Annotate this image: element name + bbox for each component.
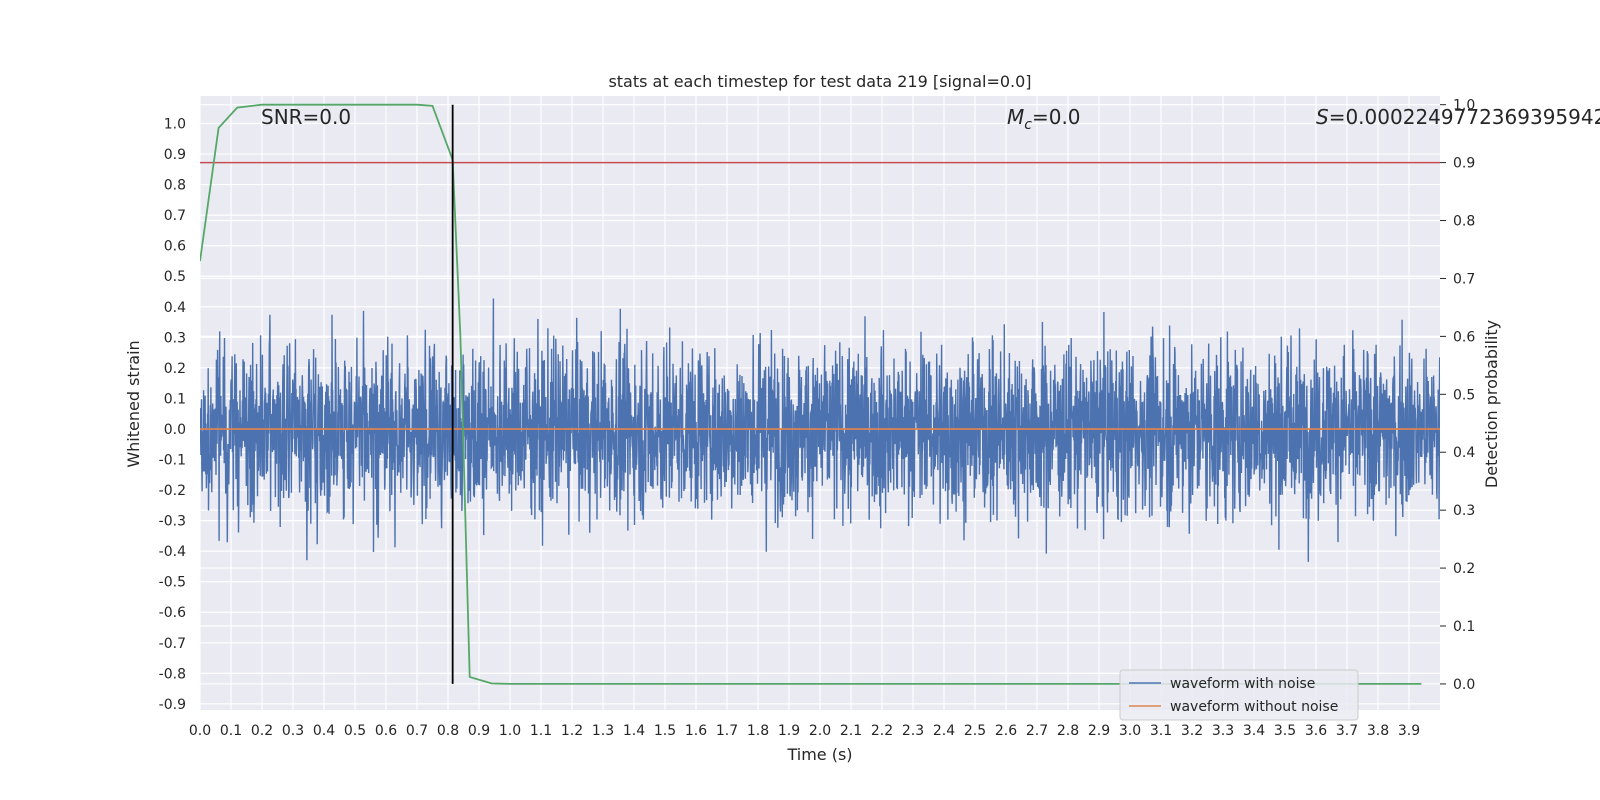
ticks: 0.0 0.1 0.2 0.3 0.4 0.5 0.6 0.7 0.8 0.9 1.0 1.1 1.2 1… xyxy=(159,98,1476,739)
y-tick-label: -0.6 xyxy=(159,605,186,621)
x-tick-label: 1.0 xyxy=(499,723,521,739)
y-tick-label: 0.0 xyxy=(164,422,186,438)
x-tick-label: 3.8 xyxy=(1367,723,1389,739)
legend-label-clean: waveform without noise xyxy=(1170,699,1338,715)
x-tick-label: 3.1 xyxy=(1150,723,1172,739)
mc-symbol: M xyxy=(1007,105,1024,129)
x-tick-label: 2.6 xyxy=(995,723,1017,739)
x-tick-label: 3.6 xyxy=(1305,723,1327,739)
s-value: =0.00022497723693959427 xyxy=(1329,105,1600,129)
x-tick-label: 0.6 xyxy=(375,723,397,739)
y-tick-label: -0.7 xyxy=(159,636,186,652)
y-tick-label: -0.5 xyxy=(159,575,186,591)
y-tick-label: 0.8 xyxy=(164,178,186,194)
x-tick-label: 3.4 xyxy=(1243,723,1265,739)
y-tick-label: -0.9 xyxy=(159,697,186,713)
x-tick-label: 2.1 xyxy=(840,723,862,739)
s-annotation: S=0.00022497723693959427 xyxy=(1316,105,1600,129)
y-right-tick-label: 0.6 xyxy=(1453,329,1475,345)
y-tick-label: -0.3 xyxy=(159,514,186,530)
series-layer xyxy=(200,103,1440,685)
x-tick-label: 2.4 xyxy=(933,723,955,739)
mc-subscript: c xyxy=(1024,117,1032,133)
y-right-tick-label: 0.0 xyxy=(1453,677,1475,693)
y-tick-label: 1.0 xyxy=(164,116,186,132)
x-tick-label: 3.2 xyxy=(1181,723,1203,739)
legend-box xyxy=(1119,669,1359,721)
x-tick-label: 0.8 xyxy=(437,723,459,739)
x-tick-label: 3.7 xyxy=(1336,723,1358,739)
x-tick-label: 1.5 xyxy=(654,723,676,739)
y-tick-label: 0.3 xyxy=(164,330,186,346)
x-tick-label: 0.5 xyxy=(344,723,366,739)
x-tick-label: 2.3 xyxy=(902,723,924,739)
x-tick-label: 3.5 xyxy=(1274,723,1296,739)
y-tick-label: -0.1 xyxy=(159,453,186,469)
x-tick-label: 1.6 xyxy=(685,723,707,739)
y-right-tick-label: 0.7 xyxy=(1453,271,1475,287)
y-tick-label: 0.2 xyxy=(164,361,186,377)
chart-title: stats at each timestep for test data 219… xyxy=(608,72,1031,91)
y-right-tick-label: 0.4 xyxy=(1453,445,1475,461)
y-tick-label: 0.4 xyxy=(164,300,186,316)
x-tick-label: 1.2 xyxy=(561,723,583,739)
y-tick-label: -0.8 xyxy=(159,666,186,682)
legend: waveform with noise waveform without noi… xyxy=(1119,669,1359,721)
x-tick-label: 3.9 xyxy=(1398,723,1420,739)
x-tick-label: 2.7 xyxy=(1026,723,1048,739)
x-tick-label: 0.2 xyxy=(251,723,273,739)
x-tick-label: 0.0 xyxy=(189,723,211,739)
snr-annotation: SNR=0.0 xyxy=(261,105,351,129)
y-axis-right-label: Detection probability xyxy=(1482,320,1501,488)
x-tick-label: 2.5 xyxy=(964,723,986,739)
x-tick-label: 2.0 xyxy=(809,723,831,739)
x-tick-label: 3.3 xyxy=(1212,723,1234,739)
y-right-tick-label: 0.5 xyxy=(1453,387,1475,403)
y-axis-label: Whitened strain xyxy=(124,340,143,467)
x-tick-label: 1.7 xyxy=(716,723,738,739)
y-right-tick-label: 0.3 xyxy=(1453,503,1475,519)
x-tick-label: 3.0 xyxy=(1119,723,1141,739)
x-tick-label: 0.7 xyxy=(406,723,428,739)
x-tick-label: 2.9 xyxy=(1088,723,1110,739)
x-tick-label: 1.3 xyxy=(592,723,614,739)
x-tick-label: 1.8 xyxy=(747,723,769,739)
x-tick-label: 1.4 xyxy=(623,723,645,739)
x-tick-label: 0.4 xyxy=(313,723,335,739)
x-tick-label: 0.9 xyxy=(468,723,490,739)
mc-value: =0.0 xyxy=(1032,105,1081,129)
y-tick-label: 0.1 xyxy=(164,391,186,407)
x-tick-label: 0.3 xyxy=(282,723,304,739)
x-axis-label: Time (s) xyxy=(786,745,852,764)
y-tick-label: 0.5 xyxy=(164,269,186,285)
y-right-tick-label: 0.8 xyxy=(1453,214,1475,230)
mc-annotation: Mc=0.0 xyxy=(1007,105,1081,133)
y-tick-label: 0.9 xyxy=(164,147,186,163)
y-right-tick-label: 1.0 xyxy=(1453,98,1475,114)
y-tick-label: -0.4 xyxy=(159,544,186,560)
waveform-with-noise-line xyxy=(200,298,1440,562)
x-tick-label: 0.1 xyxy=(220,723,242,739)
x-tick-label: 1.1 xyxy=(530,723,552,739)
x-tick-label: 2.8 xyxy=(1057,723,1079,739)
y-right-tick-label: 0.2 xyxy=(1453,561,1475,577)
y-tick-label: 0.6 xyxy=(164,239,186,255)
s-symbol: S xyxy=(1316,105,1329,129)
x-tick-label: 2.2 xyxy=(871,723,893,739)
y-tick-label: 0.7 xyxy=(164,208,186,224)
y-right-tick-label: 0.9 xyxy=(1453,156,1475,172)
legend-label-noise: waveform with noise xyxy=(1170,676,1315,692)
x-tick-label: 1.9 xyxy=(778,723,800,739)
y-right-tick-label: 0.1 xyxy=(1453,619,1475,635)
y-tick-label: -0.2 xyxy=(159,483,186,499)
